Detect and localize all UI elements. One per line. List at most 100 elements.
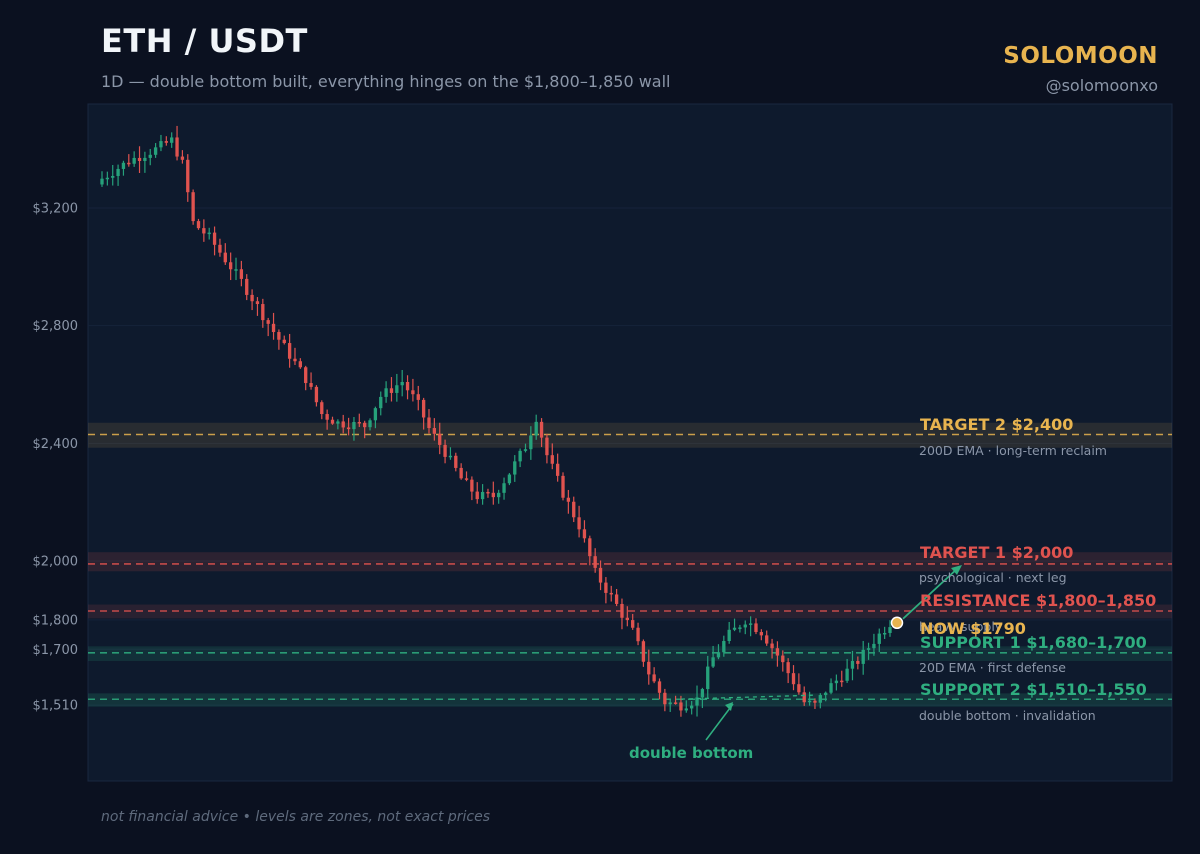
- candle-body: [421, 399, 426, 418]
- candle-body: [636, 627, 640, 642]
- candle: [250, 289, 254, 311]
- candle-body: [116, 168, 120, 176]
- page-title: ETH / USDT: [101, 22, 308, 60]
- candle-body: [207, 232, 211, 235]
- candle: [234, 257, 238, 281]
- brand-name: SOLOMOON: [1003, 43, 1158, 69]
- candle: [223, 243, 227, 265]
- candle-body: [791, 673, 796, 685]
- candle-body: [395, 385, 399, 393]
- candle: [132, 151, 136, 167]
- candle: [287, 333, 292, 368]
- candle: [765, 630, 769, 646]
- candle: [153, 143, 158, 158]
- candle-body: [443, 444, 447, 457]
- y-tick-label: $2,400: [33, 437, 79, 452]
- candle-body: [389, 388, 394, 393]
- candle-body: [845, 668, 849, 681]
- double-bottom-arrowhead: [725, 702, 733, 711]
- candle: [148, 148, 152, 166]
- resistance-note: heavy supply: [919, 619, 1003, 634]
- candle: [652, 667, 656, 684]
- candle-body: [695, 697, 699, 706]
- candle-body: [293, 358, 297, 362]
- candle-body: [861, 649, 865, 664]
- candle: [277, 329, 281, 350]
- candle-body: [545, 437, 549, 456]
- candle-body: [866, 648, 871, 650]
- candle-body: [497, 492, 501, 498]
- candle: [202, 219, 206, 242]
- candle: [448, 447, 453, 460]
- candle: [513, 455, 517, 482]
- candle: [604, 577, 608, 604]
- candle-body: [212, 232, 217, 245]
- candle: [416, 385, 420, 411]
- candle-body: [561, 475, 565, 498]
- candle: [620, 598, 624, 630]
- candle-body: [748, 623, 753, 625]
- candle-body: [309, 383, 313, 387]
- candle-body: [577, 517, 581, 530]
- candle-body: [888, 627, 892, 633]
- y-tick-label: $1,700: [33, 643, 79, 658]
- candle: [577, 505, 581, 538]
- candle: [352, 417, 356, 441]
- candle: [561, 472, 565, 501]
- candle: [641, 639, 646, 667]
- double-bottom-neck: [680, 694, 815, 700]
- candle: [443, 439, 447, 464]
- candle-body: [266, 320, 270, 324]
- candle-body: [722, 641, 726, 653]
- candle-body: [652, 674, 656, 682]
- brand-handle: @solomoonxo: [1045, 76, 1158, 95]
- target2-label: TARGET 2 $2,400: [920, 415, 1073, 434]
- candle-body: [341, 421, 345, 428]
- candle: [861, 640, 865, 675]
- candle-body: [716, 652, 721, 658]
- candle: [523, 443, 528, 453]
- candle: [663, 688, 667, 712]
- candle-body: [754, 623, 758, 633]
- candle: [373, 406, 378, 429]
- candle: [700, 687, 705, 709]
- candle-body: [856, 660, 860, 664]
- candle: [320, 400, 324, 420]
- candle: [555, 453, 560, 482]
- candle: [673, 695, 678, 705]
- candle-body: [400, 381, 404, 386]
- candle-body: [304, 367, 308, 384]
- candle: [255, 297, 260, 316]
- candle-body: [202, 228, 206, 234]
- candle-body: [609, 592, 613, 595]
- candle: [786, 658, 790, 684]
- candle: [807, 691, 812, 706]
- candle: [400, 370, 404, 397]
- candle-body: [346, 427, 351, 430]
- candle: [282, 335, 286, 345]
- candle-body: [807, 700, 812, 703]
- candle: [346, 417, 351, 436]
- candle: [105, 171, 110, 186]
- candle: [379, 391, 383, 416]
- candle-body: [330, 419, 335, 424]
- candle-body: [727, 629, 731, 642]
- candle: [829, 678, 833, 695]
- candle: [775, 641, 780, 667]
- candle-body: [614, 594, 619, 604]
- candle: [459, 463, 463, 480]
- candle-body: [175, 137, 179, 157]
- candle-body: [170, 137, 174, 143]
- candle: [882, 626, 887, 640]
- candle-body: [245, 278, 249, 295]
- candle-body: [572, 501, 576, 518]
- candle-body: [829, 683, 833, 693]
- candle-body: [121, 162, 126, 169]
- candle: [330, 416, 335, 425]
- candle-body: [352, 421, 356, 430]
- candle: [716, 644, 721, 660]
- candle-body: [604, 582, 608, 593]
- candle-body: [191, 192, 195, 222]
- candle: [207, 227, 211, 240]
- candle-body: [534, 421, 538, 436]
